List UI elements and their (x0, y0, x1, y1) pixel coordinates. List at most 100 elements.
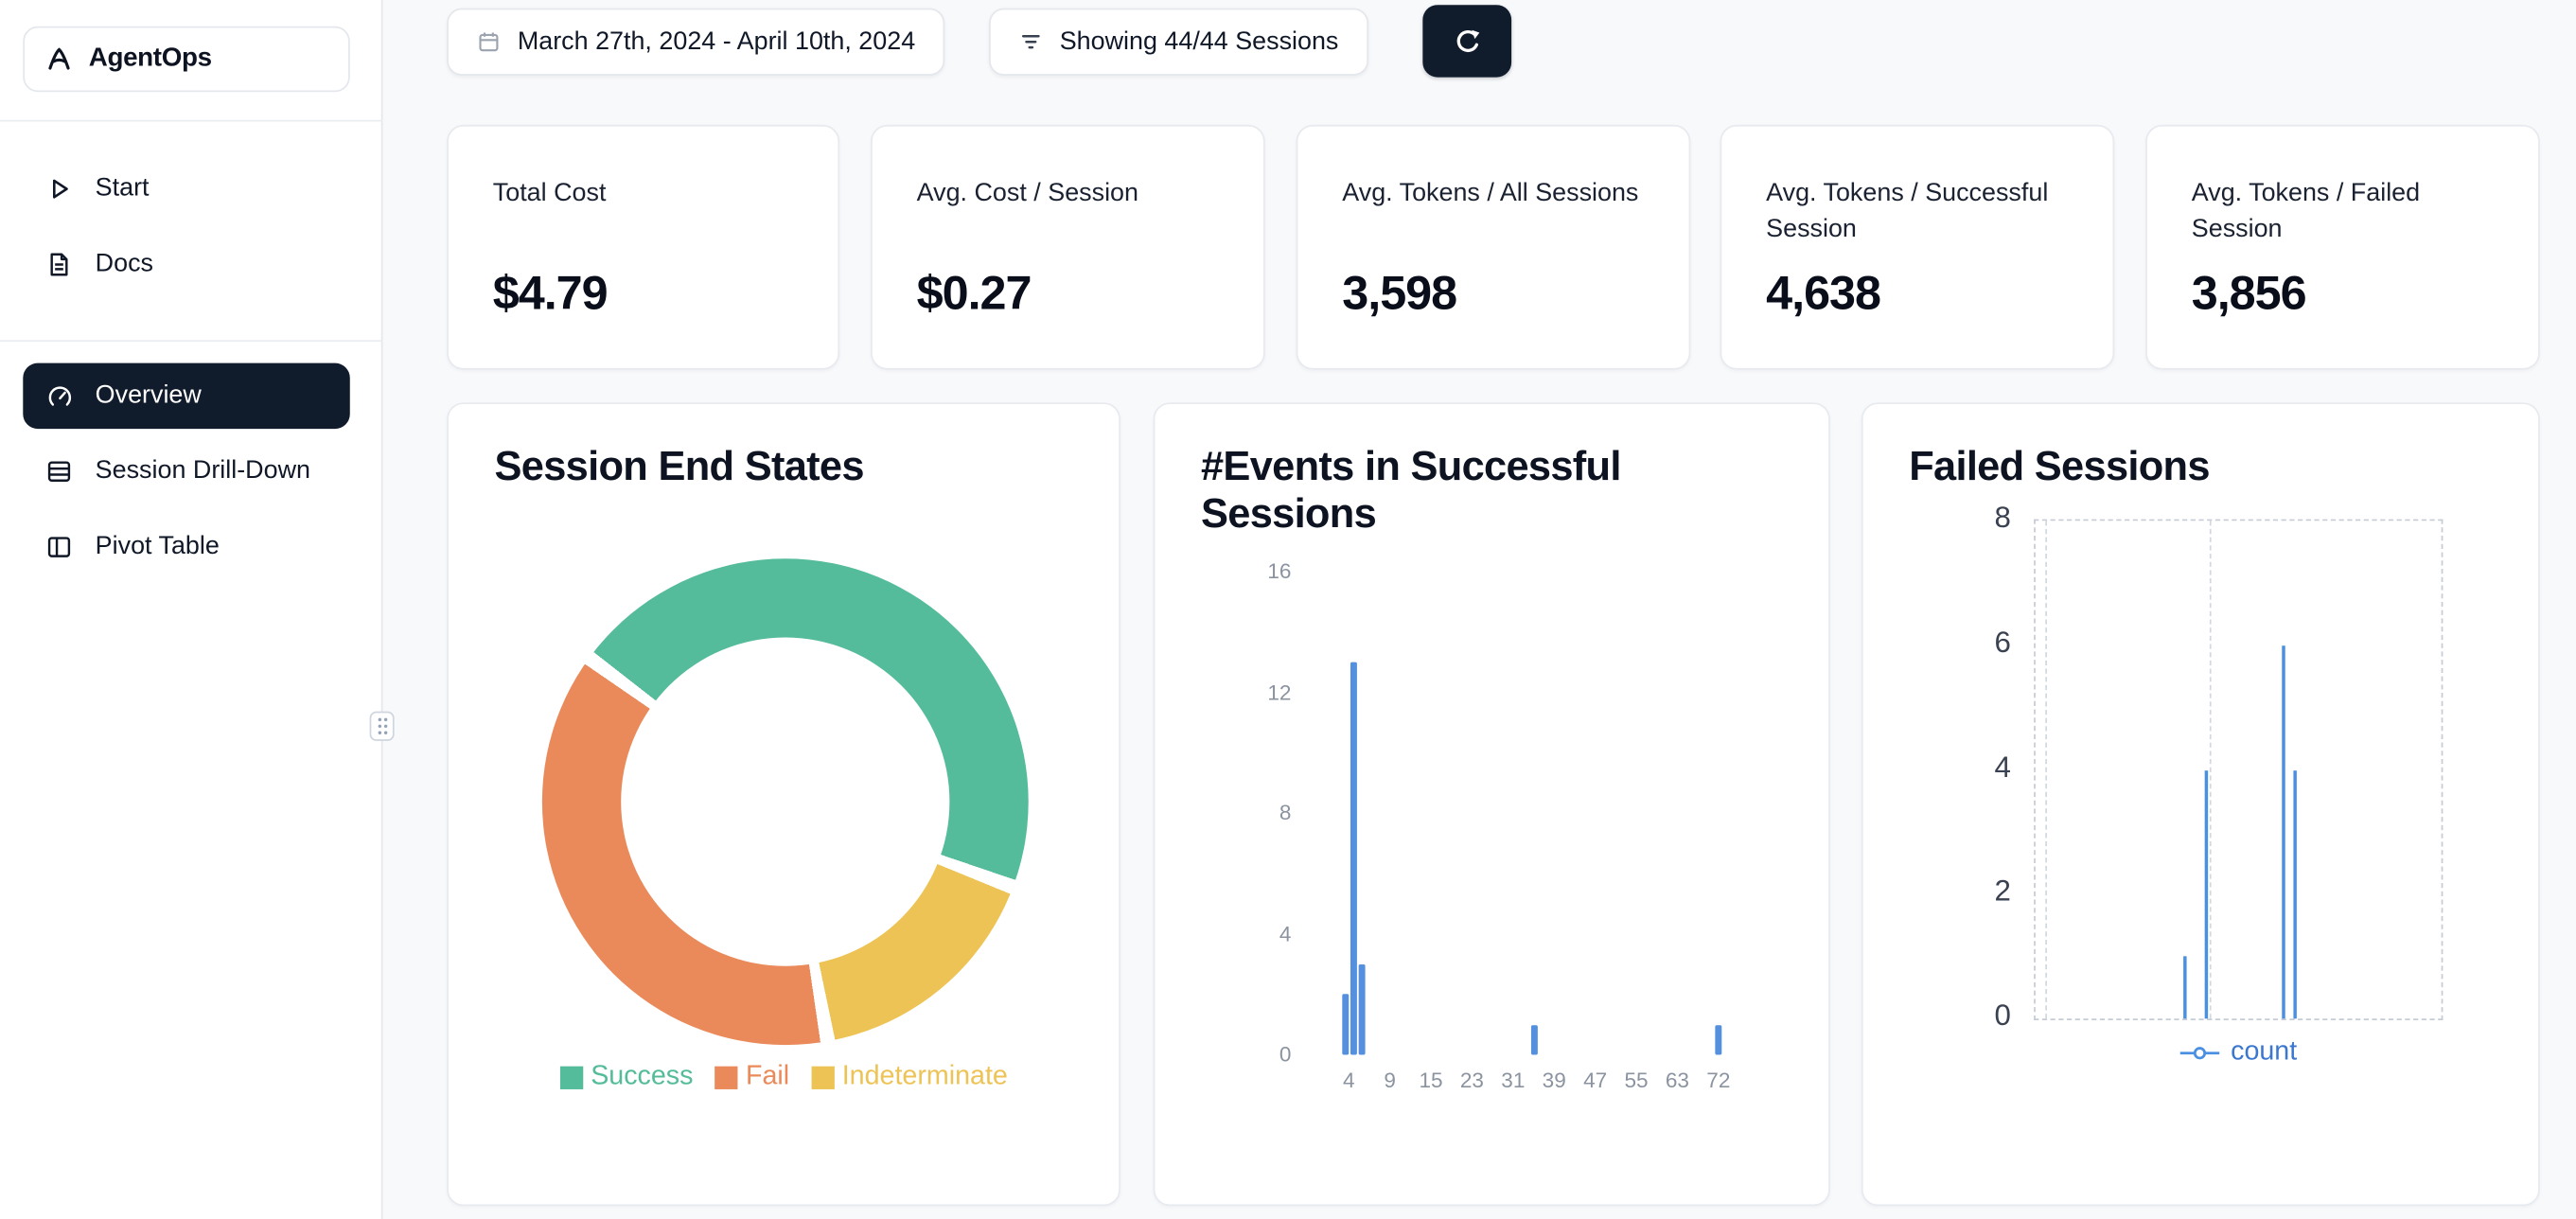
sidebar-item-label: Docs (95, 249, 154, 278)
chart-title: #Events in Successful Sessions (1200, 443, 1621, 537)
legend-label: Indeterminate (841, 1061, 1008, 1091)
y-tick-label: 4 (1279, 921, 1292, 946)
legend-swatch-icon (715, 1065, 738, 1089)
legend-item-indeterminate[interactable]: Indeterminate (810, 1061, 1008, 1092)
refresh-button[interactable] (1422, 5, 1512, 78)
x-tick-label: 72 (1706, 1068, 1731, 1093)
gridline (2045, 521, 2048, 1019)
spike-bar (2204, 769, 2208, 1019)
x-tick-label: 15 (1419, 1068, 1443, 1093)
play-icon (44, 174, 74, 203)
failed-plot (2034, 519, 2444, 1021)
stat-value: 4,638 (1766, 267, 1881, 321)
filter-icon (1018, 29, 1043, 54)
count-legend-label: count (2231, 1036, 2298, 1067)
y-tick-label: 2 (1994, 874, 2011, 908)
rows-icon (44, 457, 74, 486)
divider (0, 119, 383, 122)
columns-icon (44, 532, 74, 561)
chart-title: Session End States (494, 443, 865, 490)
spike-bar (2293, 769, 2298, 1019)
legend-item-fail[interactable]: Fail (715, 1061, 789, 1092)
y-tick-label: 6 (1994, 625, 2011, 659)
legend-swatch-icon (559, 1065, 583, 1089)
calendar-icon (476, 29, 501, 54)
y-tick-label: 8 (1279, 800, 1292, 825)
donut-legend: Success Fail Indeterminate (449, 1061, 1119, 1092)
legend-label: Fail (745, 1061, 790, 1091)
session-end-states-card: Session End States Success Fail Indetermin… (447, 402, 1120, 1207)
x-tick-label: 9 (1384, 1068, 1396, 1093)
legend-item-success[interactable]: Success (559, 1061, 693, 1092)
app-logo[interactable]: AgentOps (23, 26, 350, 93)
x-tick-label: 63 (1665, 1068, 1689, 1093)
stat-card-avg-tokens-failed: Avg. Tokens / Failed Session 3,856 (2145, 124, 2540, 370)
spike-bar (2183, 956, 2188, 1019)
stat-value: 3,598 (1342, 267, 1457, 321)
sidebar-item-overview[interactable]: Overview (23, 362, 350, 430)
sidebar-nav-top: Start Docs (23, 156, 349, 297)
legend-swatch-icon (810, 1065, 835, 1089)
x-tick-label: 4 (1342, 1068, 1355, 1093)
stat-label: Avg. Tokens / Failed Session (2191, 179, 2421, 244)
line-marker-icon (2179, 1044, 2219, 1060)
histogram-bar (1357, 963, 1365, 1055)
histogram-bar (1350, 662, 1357, 1055)
stat-card-avg-tokens-success: Avg. Tokens / Successful Session 4,638 (1720, 124, 2115, 370)
failed-sessions-card: Failed Sessions 0 2 4 6 8 count (1861, 402, 2540, 1207)
gridline (2210, 521, 2212, 1019)
donut-hole (621, 637, 950, 966)
stat-value: $4.79 (492, 267, 609, 321)
stat-label: Total Cost (492, 179, 607, 207)
y-tick-label: 16 (1267, 558, 1292, 584)
app-name: AgentOps (88, 44, 212, 73)
chart-title: Failed Sessions (1909, 443, 2210, 490)
x-tick-label: 47 (1583, 1068, 1608, 1093)
count-legend-item[interactable]: count (2034, 1036, 2443, 1068)
events-plot (1324, 572, 1743, 1055)
sidebar-item-label: Overview (95, 380, 202, 410)
sessions-filter-label: Showing 44/44 Sessions (1059, 26, 1339, 56)
sidebar-resize-handle[interactable] (369, 711, 395, 741)
events-ylabels: 0 4 8 12 16 (1155, 558, 1307, 1066)
stat-label: Avg. Tokens / Successful Session (1766, 179, 2049, 244)
stat-label: Avg. Tokens / All Sessions (1342, 179, 1639, 207)
sidebar-item-docs[interactable]: Docs (23, 232, 349, 297)
stat-card-total-cost: Total Cost $4.79 (447, 124, 840, 370)
legend-label: Success (591, 1061, 694, 1091)
events-chart-card: #Events in Successful Sessions 0 4 8 12 16 4… (1153, 402, 1830, 1207)
donut-ring (541, 558, 1029, 1046)
failed-ylabels: 0 2 4 6 8 (1863, 501, 2035, 1032)
sidebar-item-label: Start (95, 174, 150, 203)
x-tick-label: 31 (1501, 1068, 1526, 1093)
events-xticks: 4 9 15 23 31 39 47 55 63 72 (1324, 1068, 1743, 1101)
sidebar-item-session-drill-down[interactable]: Session Drill-Down (23, 439, 349, 504)
stat-card-avg-cost: Avg. Cost / Session $0.27 (871, 124, 1265, 370)
document-icon (44, 250, 74, 279)
agentops-logo-icon (44, 44, 74, 74)
divider (0, 340, 383, 343)
stat-value: $0.27 (916, 267, 1032, 321)
sessions-filter-button[interactable]: Showing 44/44 Sessions (989, 8, 1368, 76)
y-tick-label: 8 (1994, 501, 2011, 535)
y-tick-label: 4 (1994, 750, 2011, 784)
y-tick-label: 0 (1279, 1041, 1292, 1067)
sidebar-item-start[interactable]: Start (23, 156, 349, 221)
grip-dots-icon (377, 717, 387, 734)
x-tick-label: 39 (1542, 1068, 1566, 1093)
y-tick-label: 0 (1994, 998, 2011, 1033)
x-tick-label: 23 (1459, 1068, 1484, 1093)
gauge-icon (44, 381, 74, 411)
stat-card-avg-tokens-all: Avg. Tokens / All Sessions 3,598 (1296, 124, 1691, 370)
stat-label: Avg. Cost / Session (916, 179, 1139, 207)
sidebar-item-label: Pivot Table (95, 532, 220, 560)
stat-value: 3,856 (2191, 267, 2307, 321)
spike-bar (2281, 645, 2285, 1019)
sidebar: AgentOps Start Docs (0, 0, 383, 1219)
histogram-bar (1715, 1024, 1722, 1055)
sidebar-item-pivot-table[interactable]: Pivot Table (23, 514, 349, 579)
histogram-bar (1341, 994, 1349, 1055)
date-range-button[interactable]: March 27th, 2024 - April 10th, 2024 (447, 8, 945, 76)
date-range-label: March 27th, 2024 - April 10th, 2024 (517, 26, 916, 56)
